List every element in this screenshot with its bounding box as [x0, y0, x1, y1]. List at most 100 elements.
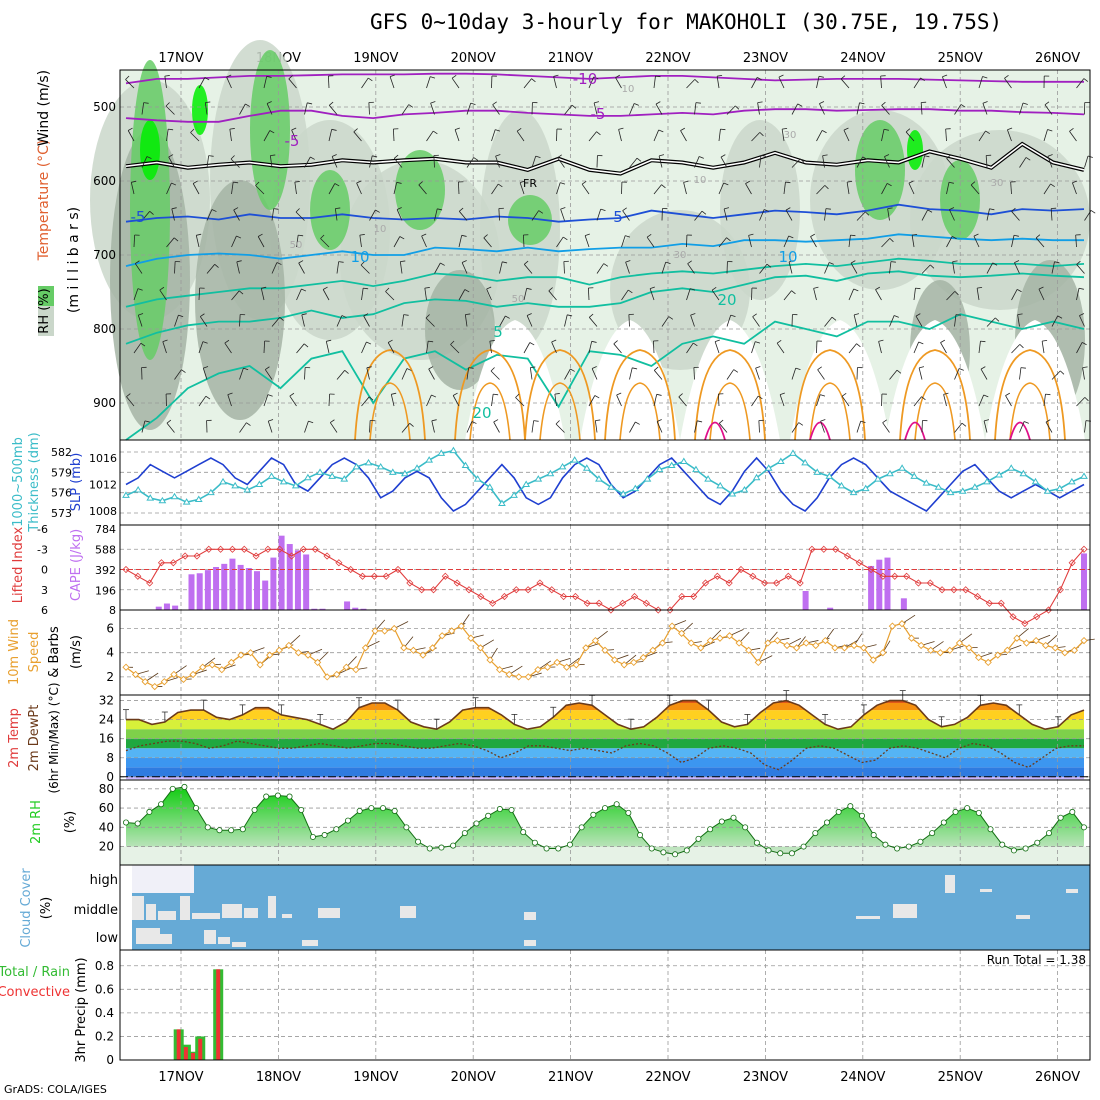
thickness-point — [194, 495, 203, 502]
cape-bar — [245, 568, 252, 610]
wind-barb — [1011, 235, 1015, 248]
rh2m-point — [1057, 814, 1064, 821]
cloud-cell — [136, 928, 160, 944]
wind-barb — [955, 314, 961, 316]
wind-barb — [295, 211, 305, 221]
cape-bar — [213, 566, 220, 610]
wind-barb — [271, 208, 275, 221]
isotherm-warm — [469, 382, 511, 441]
li-point — [855, 559, 863, 567]
wind-barb — [764, 209, 769, 212]
axis-label-cloud: Cloud Cover — [19, 868, 34, 948]
wind-barb — [489, 341, 492, 354]
wind-barb — [785, 207, 791, 211]
wind-barb — [887, 207, 893, 210]
li-point — [1044, 606, 1053, 614]
li-point — [891, 572, 899, 580]
wind-barb — [433, 155, 435, 168]
wind-barb — [1050, 183, 1055, 187]
wind10-point — [256, 661, 264, 669]
wind-barb — [668, 316, 674, 320]
cloud-cell — [268, 896, 276, 918]
cape-bar — [172, 605, 179, 610]
wind-barb — [757, 102, 760, 115]
wind10-point — [668, 622, 676, 630]
temp-band — [126, 748, 1084, 758]
thickness-point — [510, 491, 518, 498]
wind-barb — [466, 367, 470, 380]
wind-barb — [1047, 156, 1053, 168]
wind-barb — [656, 393, 662, 396]
wind-barb — [889, 369, 898, 380]
li-point — [288, 552, 296, 560]
wind-barb — [625, 235, 631, 238]
wind-barb — [276, 262, 282, 265]
rh2m-point — [263, 793, 270, 800]
wind-barb — [1045, 393, 1051, 396]
wind-barb — [267, 420, 273, 433]
wind-barb — [390, 394, 395, 407]
wind-barb — [724, 207, 730, 210]
wind10-point — [974, 653, 983, 662]
wind-barb — [655, 75, 661, 78]
wind10-point — [294, 649, 303, 657]
wind-barb — [881, 183, 888, 195]
wind-barb — [952, 260, 958, 263]
wind-barb — [531, 210, 540, 221]
wind-barb — [294, 181, 300, 183]
wind10-point — [457, 622, 465, 630]
cloud-cell — [204, 930, 216, 944]
wind10-point — [1013, 634, 1021, 642]
wind10-point — [1061, 649, 1069, 657]
axis-label-li: Lifted Index — [11, 526, 26, 603]
rh2m-point — [321, 832, 328, 839]
wind-barb — [840, 78, 850, 89]
day-label-top: 19NOV — [353, 51, 398, 66]
cape-bar — [286, 544, 293, 610]
isotherm-hot — [1009, 421, 1031, 441]
wind-barb — [171, 182, 177, 186]
wind-barb — [816, 394, 821, 407]
wind-barb — [1047, 154, 1053, 157]
wind-barb — [440, 262, 445, 266]
wind-barb — [1043, 394, 1046, 407]
wind-barb — [430, 103, 435, 115]
wind10-point — [591, 636, 600, 645]
chart-title: GFS 0~10day 3-hourly for MAKOHOLI (30.75… — [370, 10, 1003, 34]
wind10-point — [639, 653, 647, 662]
wind-barb — [515, 397, 525, 407]
thickness-point — [946, 488, 955, 496]
wind-barb — [588, 341, 593, 354]
thickness-point — [291, 481, 300, 489]
wind-barb — [271, 317, 281, 327]
wind-barb — [205, 395, 211, 400]
wind-barb — [946, 291, 956, 301]
wind-barb — [529, 342, 535, 346]
wind-barb — [748, 233, 754, 236]
wind-barb — [562, 236, 568, 241]
rh2m-point — [859, 812, 866, 819]
thickness-point — [667, 461, 676, 469]
rh2m-point — [672, 851, 679, 858]
thickness-point — [813, 468, 822, 475]
wind-barb — [432, 130, 438, 135]
wind-barb — [1069, 131, 1077, 142]
wind-barb — [751, 77, 758, 89]
wind-barb — [781, 129, 785, 142]
wind-barb — [408, 104, 414, 108]
cape-bar — [884, 557, 891, 610]
rh2m-point — [905, 843, 912, 850]
wind-barb — [970, 181, 976, 186]
wind-barb — [1005, 392, 1011, 396]
wind-barb — [1076, 264, 1085, 274]
cloud-clear — [132, 865, 194, 893]
wind-barb — [369, 209, 376, 221]
wind-barb — [622, 210, 630, 221]
rh2m-point — [485, 812, 492, 819]
wind-barb — [464, 289, 470, 293]
rh2m-point — [730, 814, 737, 821]
wind-barb — [426, 394, 432, 407]
wind-barb — [304, 102, 308, 115]
wind-barb — [361, 341, 367, 354]
wind-barb — [759, 209, 765, 221]
